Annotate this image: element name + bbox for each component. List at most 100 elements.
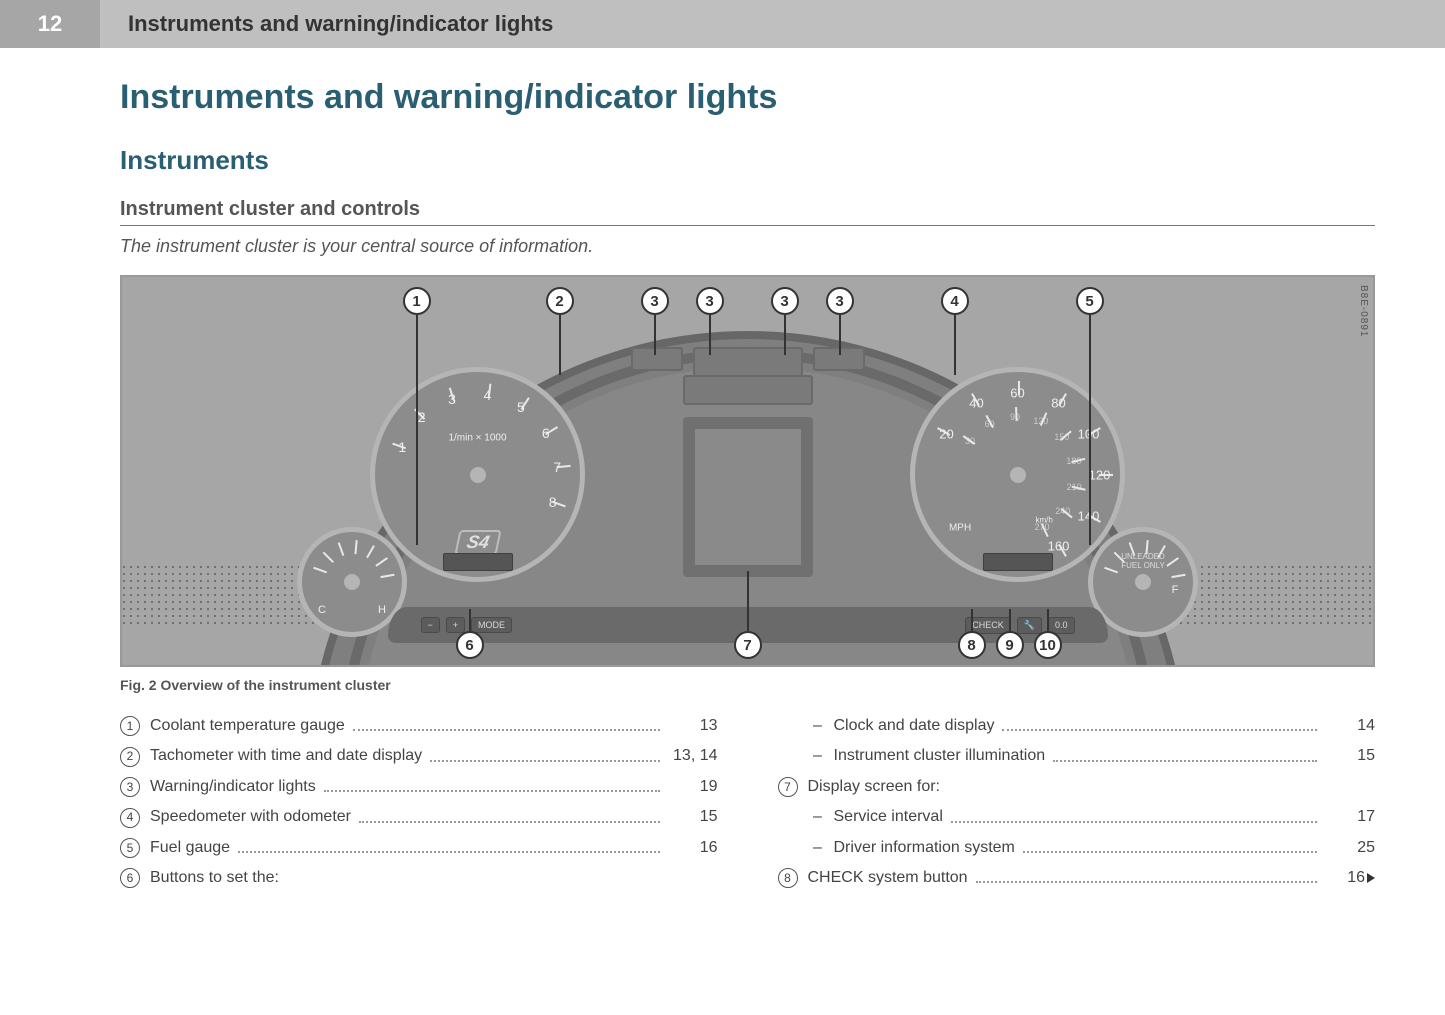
- page-number: 12: [0, 0, 100, 48]
- legend-row: –Clock and date display14: [778, 711, 1376, 741]
- gauge-label: 270: [1034, 522, 1049, 532]
- wrench-button[interactable]: 🔧: [1017, 617, 1042, 634]
- callout-marker: 3: [826, 287, 854, 315]
- mode-button[interactable]: MODE: [471, 617, 512, 633]
- legend-number: 4: [120, 808, 140, 828]
- figure-caption: Fig. 2 Overview of the instrument cluste…: [120, 677, 1375, 693]
- callout-marker: 3: [696, 287, 724, 315]
- legend-label: CHECK system button: [808, 863, 968, 893]
- callout-line: [839, 315, 841, 355]
- legend-row: –Service interval17: [778, 802, 1376, 832]
- content: Instruments and warning/indicator lights…: [0, 48, 1445, 913]
- speedo-unit-outer: MPH: [949, 522, 971, 533]
- legend-row: 4Speedometer with odometer15: [120, 802, 718, 832]
- legend-row: 7Display screen for:: [778, 772, 1376, 802]
- legend-page: 16: [1325, 863, 1375, 893]
- gauge-label: 5: [517, 399, 525, 415]
- legend-number: 5: [120, 838, 140, 858]
- s4-badge: S4: [454, 530, 501, 555]
- legend-label: Service interval: [834, 802, 943, 832]
- tach-lcd: [443, 553, 513, 571]
- heading-1: Instruments and warning/indicator lights: [120, 78, 1375, 117]
- legend-page: 25: [1325, 833, 1375, 863]
- gauge-label: 1: [398, 439, 406, 455]
- legend-row: 6 Buttons to set the:: [120, 863, 718, 893]
- callout-marker: 7: [734, 631, 762, 659]
- speedo-lcd: [983, 553, 1053, 571]
- legend-page: 17: [1325, 802, 1375, 832]
- legend-right-column: –Clock and date display14–Instrument clu…: [778, 711, 1376, 893]
- legend-label: Coolant temperature gauge: [150, 711, 345, 741]
- legend-label: Fuel gauge: [150, 833, 230, 863]
- gauge-label: 60: [1010, 385, 1024, 400]
- intro-text: The instrument cluster is your central s…: [120, 236, 1375, 257]
- gauge-label: 7: [553, 459, 561, 475]
- callout-marker: 10: [1034, 631, 1062, 659]
- callout-line: [1089, 315, 1091, 545]
- indicator-slit: [631, 347, 683, 371]
- gauge-label: 6: [542, 425, 550, 441]
- legend-page: 16: [668, 833, 718, 863]
- legend-number: 2: [120, 747, 140, 767]
- gauge-label: 150: [1054, 432, 1069, 442]
- gauge-label: 120: [1033, 416, 1048, 426]
- legend-number: 8: [778, 868, 798, 888]
- heading-2: Instruments: [120, 145, 1375, 176]
- legend-page: 15: [668, 802, 718, 832]
- gauge-label: 4: [484, 387, 492, 403]
- callout-line: [1009, 609, 1011, 631]
- callout-marker: 5: [1076, 287, 1104, 315]
- callout-marker: 9: [996, 631, 1024, 659]
- heading-3: Instrument cluster and controls: [120, 198, 1375, 226]
- callout-marker: 1: [403, 287, 431, 315]
- gauge-label: 2: [418, 409, 426, 425]
- legend-row: 5 Fuel gauge 16: [120, 833, 718, 863]
- legend-number: 1: [120, 716, 140, 736]
- legend-row: –Instrument cluster illumination15: [778, 741, 1376, 771]
- gauge-label: 210: [1067, 482, 1082, 492]
- gauge-label: 160: [1048, 538, 1070, 553]
- legend-page: 14: [1325, 711, 1375, 741]
- legend-label: Clock and date display: [834, 711, 995, 741]
- legend-label: Display screen for:: [808, 772, 941, 802]
- callout-line: [784, 315, 786, 355]
- legend-row: 2Tachometer with time and date display13…: [120, 741, 718, 771]
- speedometer-gauge: MPH km/h 2040608010012014016030609012015…: [910, 367, 1125, 582]
- callout-line: [559, 315, 561, 375]
- figure-ref: B8E-0891: [1358, 285, 1369, 337]
- tachometer-gauge: 1/min × 1000 S4 12 3 4 5 6 7 8: [370, 367, 585, 582]
- callout-marker: 4: [941, 287, 969, 315]
- gauge-label: 40: [969, 396, 983, 411]
- legend-row: –Driver information system25: [778, 833, 1376, 863]
- callout-line: [416, 315, 418, 545]
- legend-label: Driver information system: [834, 833, 1015, 863]
- minus-button[interactable]: −: [421, 617, 440, 633]
- legend-label: Buttons to set the:: [150, 863, 279, 893]
- legend-page: 15: [1325, 741, 1375, 771]
- callout-line: [971, 609, 973, 631]
- legend-left-column: 1 Coolant temperature gauge 132Tachometer …: [120, 711, 718, 893]
- gauge-label: 8: [549, 494, 557, 510]
- callout-marker: 3: [771, 287, 799, 315]
- callout-line: [709, 315, 711, 355]
- indicator-slits-row1: [631, 347, 865, 377]
- gauge-label: 80: [1051, 396, 1065, 411]
- gauge-label: 3: [448, 391, 456, 407]
- figure-instrument-cluster: B8E-0891 1/min × 1000 S4 12345678 MPH km…: [120, 275, 1375, 667]
- gauge-label: 30: [965, 436, 975, 446]
- legend-page: 13, 14: [668, 741, 718, 771]
- callout-marker: 3: [641, 287, 669, 315]
- legend: 1 Coolant temperature gauge 132Tachometer …: [120, 711, 1375, 893]
- tach-unit: 1/min × 1000: [448, 432, 506, 443]
- running-title: Instruments and warning/indicator lights: [128, 11, 553, 37]
- legend-number: 3: [120, 777, 140, 797]
- plus-button[interactable]: +: [446, 617, 465, 633]
- legend-number: 6: [120, 868, 140, 888]
- legend-page: 13: [668, 711, 718, 741]
- legend-row: 3Warning/indicator lights19: [120, 772, 718, 802]
- callout-marker: 6: [456, 631, 484, 659]
- gauge-label: 240: [1055, 506, 1070, 516]
- header-bar: 12 Instruments and warning/indicator lig…: [0, 0, 1445, 48]
- legend-page: 19: [668, 772, 718, 802]
- legend-row: 8 CHECK system button 16: [778, 863, 1376, 893]
